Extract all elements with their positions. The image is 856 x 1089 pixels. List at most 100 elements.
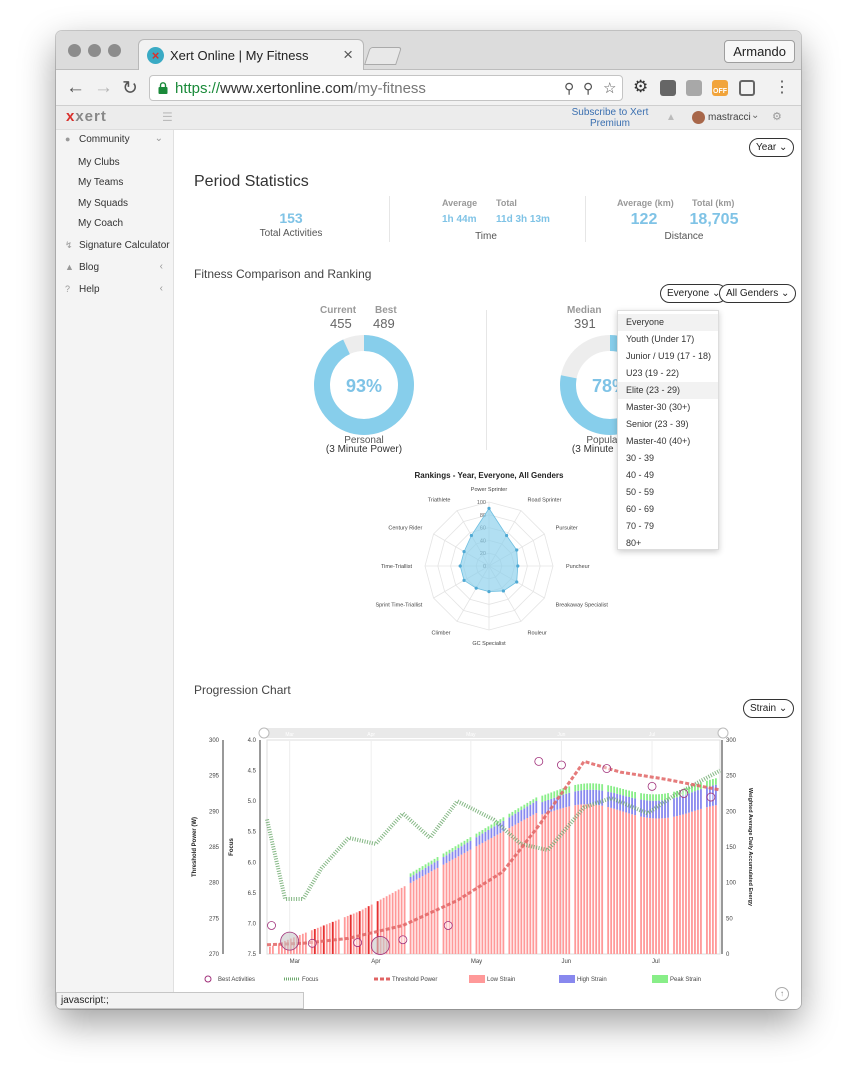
rankings-radar-chart: Rankings - Year, Everyone, All Genders 10…	[375, 471, 608, 647]
chevron-down-icon[interactable]: ⌄	[751, 110, 760, 121]
y-right-tick-label: 0	[726, 952, 730, 958]
xert-logo[interactable]: xxert	[66, 108, 107, 125]
age-option[interactable]: Elite (23 - 29)	[618, 382, 718, 399]
high-strain-bar	[628, 796, 630, 814]
peak-strain-bar	[649, 794, 651, 801]
peak-strain-bar	[595, 783, 598, 790]
age-option[interactable]: 60 - 69	[626, 504, 655, 514]
forward-arrow-icon[interactable]: →	[94, 77, 113, 98]
tab-close-icon[interactable]: ×	[343, 45, 353, 64]
minimize-window-button[interactable]	[88, 44, 101, 57]
address-bar[interactable]: https://www.xertonline.com/my-fitness ⚲ …	[149, 75, 623, 101]
high-strain-bar	[448, 853, 451, 862]
scroll-to-top-icon[interactable]: ↑	[775, 987, 789, 1001]
peak-strain-bar	[664, 793, 666, 800]
age-option[interactable]: 70 - 79	[626, 521, 655, 531]
age-option[interactable]: Senior (23 - 39)	[626, 419, 689, 429]
low-strain-bar	[508, 827, 511, 954]
age-option[interactable]: Everyone	[618, 314, 718, 331]
high-strain-bar	[475, 837, 478, 847]
peak-strain-bar	[490, 824, 493, 829]
bookmark-star-icon[interactable]: ☆	[603, 80, 617, 97]
low-strain-bar	[613, 808, 616, 954]
age-option[interactable]: 30 - 39	[626, 453, 655, 463]
low-strain-bar	[466, 851, 469, 954]
url-path: /my-fitness	[353, 80, 426, 97]
extension-off-icon[interactable]: OFF	[712, 80, 728, 96]
reload-icon[interactable]: ↻	[122, 78, 138, 99]
url-text[interactable]: https://www.xertonline.com/my-fitness	[175, 80, 426, 97]
new-tab-button[interactable]	[364, 47, 402, 65]
high-strain-bar	[658, 800, 660, 819]
cast-icon[interactable]	[739, 80, 755, 96]
sidebar-item-blog[interactable]: ▲ Blog ‹	[56, 258, 174, 278]
browser-menu-icon[interactable]: ⋮	[774, 79, 790, 96]
x-tick-label: Jul	[652, 959, 660, 965]
radar-point	[505, 533, 509, 538]
sidebar-item-my-squads[interactable]: My Squads	[78, 198, 129, 209]
peak-strain-bar	[652, 794, 654, 801]
radar-tick-label: 80	[480, 513, 486, 519]
high-strain-bar	[445, 855, 448, 863]
back-arrow-icon[interactable]: ←	[66, 77, 85, 98]
zoom-icon[interactable]: ⚲	[583, 80, 594, 96]
age-filter-select[interactable]: Everyone ⌄	[660, 284, 728, 303]
high-strain-bar	[454, 849, 457, 858]
age-option[interactable]: Master-40 (40+)	[626, 436, 691, 446]
peak-strain-bar	[544, 794, 547, 802]
low-strain-bar	[574, 805, 577, 954]
high-strain-bar	[478, 835, 481, 845]
low-strain-bar	[382, 897, 385, 954]
peak-strain-bar	[598, 783, 601, 791]
progression-select[interactable]: Strain ⌄	[743, 699, 795, 718]
y-focus-axis-label: Focus	[229, 838, 235, 856]
settings-gear-icon[interactable]: ⚙	[633, 77, 649, 96]
bell-icon[interactable]: ▲	[666, 112, 676, 123]
radar-point	[462, 550, 466, 554]
close-window-button[interactable]	[68, 44, 81, 57]
gender-filter-select[interactable]: All Genders ⌄	[719, 284, 797, 303]
sidebar-item-my-coach[interactable]: My Coach	[78, 218, 124, 229]
best-activity-marker	[679, 789, 689, 798]
subscribe-link[interactable]: Subscribe to Xert Premium	[571, 107, 649, 129]
age-option[interactable]: 80+	[626, 538, 642, 548]
key-icon[interactable]: ⚲	[564, 80, 575, 96]
zoom-window-button[interactable]	[108, 44, 121, 57]
low-strain-bar	[526, 817, 529, 954]
sidebar-item-community[interactable]: ● Community ⌄	[56, 130, 174, 150]
low-strain-bar	[487, 839, 490, 954]
sidebar-item-my-clubs[interactable]: My Clubs	[78, 157, 120, 168]
avatar[interactable]	[692, 111, 705, 124]
low-strain-bar	[535, 812, 538, 954]
low-strain-bar	[370, 904, 373, 954]
sidebar-item-help[interactable]: ? Help ‹	[56, 280, 174, 300]
peak-strain-bar	[412, 871, 415, 876]
y-focus-tick-label: 6.5	[248, 891, 257, 897]
peak-strain-bar	[676, 790, 678, 798]
extension-evernote-icon[interactable]	[660, 80, 676, 96]
low-strain-bar	[709, 806, 711, 954]
radar-category-label: Triathlete	[428, 497, 451, 503]
age-option[interactable]: U23 (19 - 22)	[626, 368, 680, 378]
username[interactable]: mastracci	[708, 112, 751, 123]
period-select[interactable]: Year ⌄	[749, 138, 795, 157]
low-strain-bar	[619, 810, 622, 954]
time-total-value: 11d 3h 13m	[496, 214, 550, 225]
browser-tab[interactable]: × Xert Online | My Fitness ×	[138, 39, 364, 71]
profile-button[interactable]: Armando	[724, 40, 795, 63]
age-option[interactable]: Master-30 (30+)	[626, 402, 691, 412]
high-strain-bar	[664, 799, 666, 819]
peak-strain-bar	[463, 840, 466, 845]
low-strain-bar	[520, 821, 523, 954]
sidebar-item-my-teams[interactable]: My Teams	[78, 177, 124, 188]
sidebar-item-signature-calculator[interactable]: ↯ Signature Calculator	[56, 236, 174, 256]
menu-toggle-icon[interactable]: ☰	[162, 110, 173, 124]
age-option[interactable]: 40 - 49	[626, 470, 655, 480]
radar-point	[515, 580, 519, 584]
power-icon[interactable]: ⚙	[772, 111, 782, 123]
population-sub-label: (3 Minute Power)	[571, 444, 649, 455]
extension-drive-icon[interactable]	[686, 80, 702, 96]
age-option[interactable]: Youth (Under 17)	[626, 334, 695, 344]
age-option[interactable]: Junior / U19 (17 - 18)	[626, 351, 712, 361]
age-option[interactable]: 50 - 59	[626, 487, 655, 497]
